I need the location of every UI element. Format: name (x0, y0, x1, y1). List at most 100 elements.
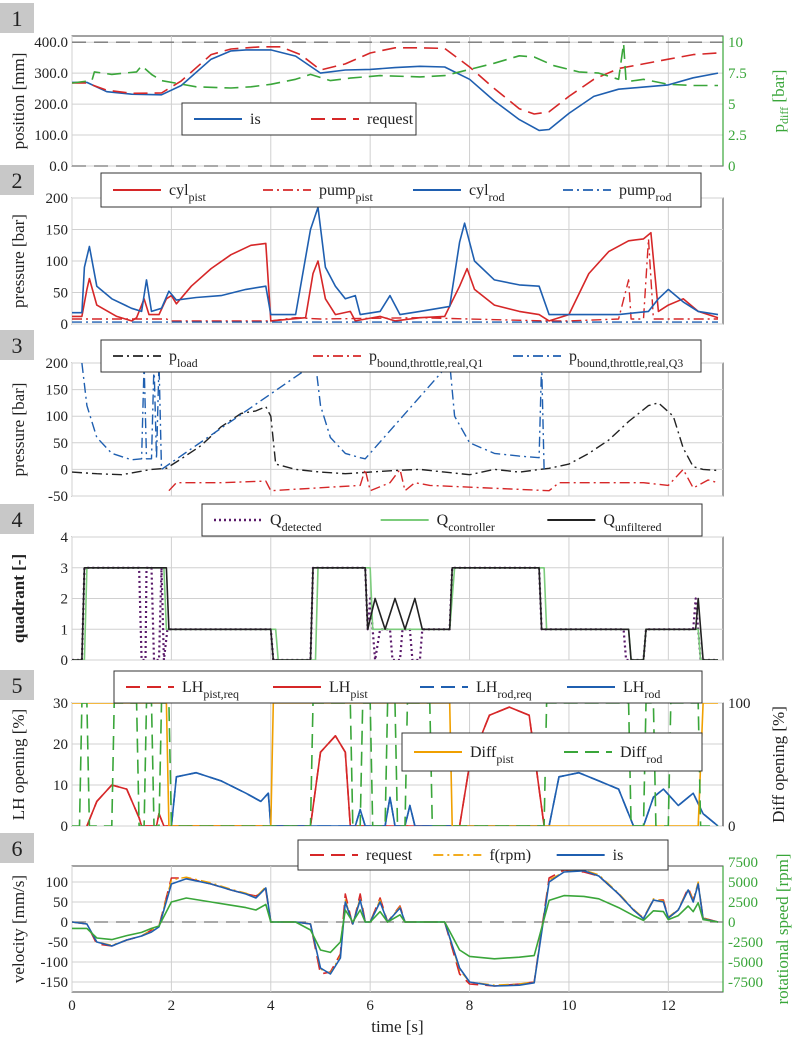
y-tick-label: 2 (61, 592, 69, 608)
x-tick-label: 12 (661, 998, 676, 1014)
y2-axis-label: Diff opening [%] (769, 706, 788, 823)
legend-label: cylrod (469, 182, 505, 204)
legend-label: LHrod (623, 679, 660, 701)
panel-number: 5 (12, 673, 23, 698)
y-tick-label: -150 (41, 975, 69, 991)
panel-badge (0, 504, 34, 534)
chart-panel-2: 2 0 50 100 150 200 pressure [bar] cylpist pumppi… (0, 165, 724, 333)
legend-box (100, 339, 702, 373)
y-axis-label: position [mm] (9, 53, 28, 150)
y-tick-label: 30 (53, 696, 68, 712)
y2-tick-label: 0 (728, 915, 736, 931)
panel-number: 1 (12, 6, 23, 31)
y-tick-label: 100 (46, 875, 69, 891)
panel-badge (0, 330, 34, 360)
y-tick-label: -50 (48, 935, 68, 951)
legend-label: Qcontroller (437, 512, 495, 534)
legend-label: pbound,throttle,real,Q3 (569, 348, 683, 370)
series-line-cyl-rod (72, 206, 719, 316)
legend-label: f(rpm) (489, 847, 531, 864)
series-line-p-diff (72, 42, 718, 89)
panel-number: 2 (12, 168, 23, 193)
legend: Diffpist Diffrod (401, 732, 703, 772)
legend-label: LHrod,req (476, 679, 532, 701)
y-tick-label: 0 (61, 915, 69, 931)
y-tick-label: 150 (46, 383, 69, 399)
series-line-p-bound-throttle-real-q3 (81, 363, 545, 471)
y2-axis-label: pdiff [bar] (769, 70, 791, 133)
legend-label: pumprod (619, 182, 671, 204)
series-line-is (72, 49, 719, 132)
y-axis-label: pressure [bar] (9, 214, 28, 308)
y2-tick-label: 7500 (728, 855, 758, 871)
legend-box (100, 172, 702, 208)
legend: Qdetected Qcontroller Qunfiltered (201, 503, 703, 537)
series-line-request (72, 45, 719, 115)
series-line-rotational-speed (72, 894, 719, 960)
legend-label: pload (169, 348, 198, 370)
legend-label: pbound,throttle,real,Q1 (369, 348, 483, 370)
series-line-p-bound-throttle-real-q1 (168, 468, 719, 492)
legend-label: LHpist,req (182, 679, 239, 701)
legend: pload pbound,throttle,real,Q1 pbound,throt… (100, 339, 702, 373)
legend: LHpist,req LHpist LHrod,req LHrod (113, 670, 703, 704)
y2-tick-label: -2500 (728, 935, 763, 951)
y-tick-label: 50 (53, 286, 68, 302)
chart-panel-4: 4 0 1 2 3 4 quadrant [-] Qdetected Qcontroller Qu… (0, 503, 724, 669)
chart-panel-6: 6-150-100-50050100-7500-5000-25000250050… (0, 833, 792, 1036)
y-tick-label: 50 (53, 895, 68, 911)
y-tick-label: 200 (46, 356, 69, 372)
panel-badge (0, 3, 34, 33)
chart-panel-1: 1 0.0 100.0 200.0 300.0 400.0 0 2.5 5 7.5 10 positi… (0, 3, 791, 175)
chart-panel-3: 3 -50 0 50 100 150 200 pressure [bar] pload pboun… (0, 330, 724, 505)
x-axis-label: time [s] (371, 1017, 423, 1036)
x-tick-label: 10 (561, 998, 576, 1014)
y-tick-label: 100.0 (34, 128, 68, 144)
y2-tick-label: 10 (728, 35, 743, 51)
y-tick-label: 0 (61, 462, 69, 478)
y-tick-label: 100 (46, 409, 69, 425)
x-tick-label: 6 (366, 998, 374, 1014)
panel-badge (0, 670, 34, 700)
y2-tick-label: -7500 (728, 975, 763, 991)
y-tick-label: 200.0 (34, 97, 68, 113)
y-tick-label: 150 (46, 223, 69, 239)
legend-box (201, 503, 703, 537)
y-tick-label: 0 (61, 317, 69, 333)
y-tick-label: 10 (53, 778, 68, 794)
y2-tick-label: 5000 (728, 875, 758, 891)
legend-label: request (366, 847, 413, 864)
legend-box (297, 839, 669, 871)
legend: request f(rpm) is (297, 839, 669, 871)
y-axis-label: LH opening [%] (9, 709, 28, 820)
y2-tick-label: 2.5 (728, 128, 747, 144)
y-tick-label: 300.0 (34, 66, 68, 82)
series-line-is (72, 869, 719, 987)
plot-frame (71, 35, 724, 167)
y-tick-label: 4 (61, 530, 69, 546)
legend-box (181, 102, 417, 136)
y2-tick-label: 5 (728, 97, 736, 113)
plot-frame (71, 865, 724, 993)
chart-panel-5: 5 0 10 20 30 0 100 LH opening [%] Diff opening [… (0, 670, 788, 835)
x-tick-label: 4 (267, 998, 275, 1014)
y2-tick-label: 0 (728, 159, 736, 175)
legend-label: is (613, 847, 624, 864)
y-tick-label: -100 (41, 955, 69, 971)
y-tick-label: 0 (61, 819, 69, 835)
legend-label: Diffpist (470, 744, 514, 766)
legend: cylpist pumppist cylrod pumprod (100, 172, 702, 208)
series-line-p-load (72, 402, 719, 476)
legend-label: cylpist (169, 182, 207, 204)
series-line-lh-pist (86, 706, 545, 826)
panel-number: 3 (12, 333, 23, 358)
y-tick-label: 0.0 (49, 159, 68, 175)
plot-frame (71, 362, 724, 497)
y-tick-label: 100 (46, 254, 69, 270)
series-line-q-unfiltered (72, 566, 718, 660)
y-axis-label: quadrant [-] (9, 554, 28, 643)
y2-tick-label: 7.5 (728, 66, 747, 82)
x-tick-label: 2 (168, 998, 176, 1014)
legend-label: request (367, 111, 414, 128)
